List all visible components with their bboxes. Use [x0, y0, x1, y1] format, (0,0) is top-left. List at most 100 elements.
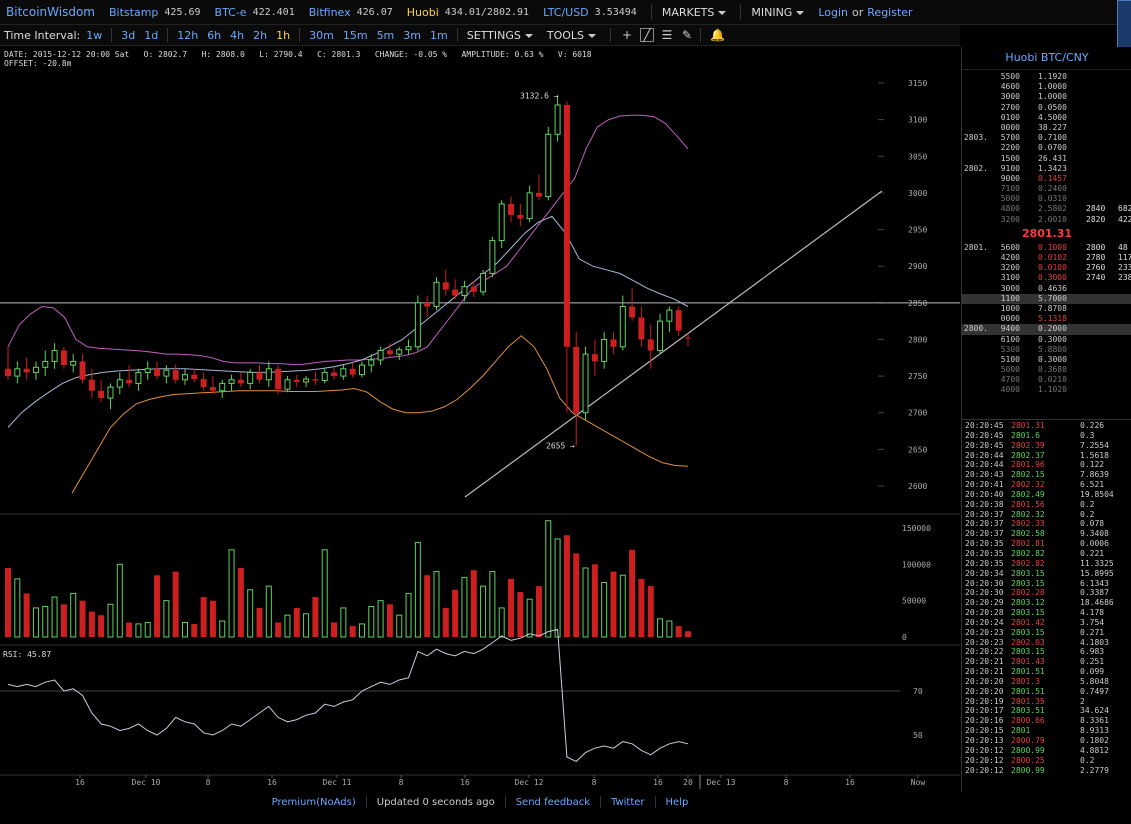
trade-price: 2801.35	[1011, 696, 1045, 706]
trade-amount: 15.8995	[1080, 568, 1114, 578]
volume-bar	[647, 586, 654, 637]
twitter-link[interactable]: Twitter	[611, 796, 645, 808]
volume-bar	[498, 607, 505, 638]
settings-menu[interactable]: SETTINGS	[467, 29, 533, 42]
trade-price: 2800.79	[1011, 736, 1045, 745]
depth-volume: 2380	[1118, 273, 1131, 283]
volume-bar	[685, 631, 691, 637]
volume-bar	[396, 614, 403, 638]
price-tick-label: 2650	[908, 445, 927, 454]
trade-time: 20:20:13	[965, 736, 1004, 745]
x-tick-label: Dec 10	[132, 778, 161, 787]
markets-menu[interactable]: MARKETS	[662, 6, 727, 19]
ticker-bitfinex-name[interactable]: Bitfinex	[308, 5, 351, 19]
row-amount: 4.5000	[1038, 112, 1067, 122]
premium-link[interactable]: Premium(NoAds)	[271, 796, 356, 808]
x-tick-label: Now	[911, 778, 926, 787]
interval-3d[interactable]: 3d	[121, 28, 136, 42]
trade-row: 20:20:41 2802.32 6.521	[962, 480, 1131, 490]
volume-bar	[591, 564, 598, 637]
candle-body	[591, 354, 598, 362]
footer: Premium(NoAds) Updated 0 seconds ago Sen…	[0, 792, 960, 812]
feedback-link[interactable]: Send feedback	[515, 796, 591, 808]
interval-1m[interactable]: 1m	[430, 28, 448, 42]
price-chart[interactable]: 3150310030503000295029002850280027502700…	[0, 47, 960, 792]
login-link[interactable]: Login	[818, 5, 849, 19]
ticker-btce-name[interactable]: BTC-e	[214, 5, 247, 19]
volume-bar	[480, 585, 487, 638]
draw-line-icon[interactable]: ╱	[640, 28, 655, 42]
trade-time: 20:20:37	[965, 529, 1004, 539]
divider	[610, 28, 612, 42]
orderbook-row: 3100 0.3000 2740 2380	[962, 273, 1131, 283]
volume-bar	[256, 607, 263, 637]
side-ad-badge[interactable]	[1117, 0, 1131, 49]
interval-30m[interactable]: 30m	[309, 28, 334, 42]
orderbook-panel: Huobi BTC/CNY 5500 1.1920 4600 1.0000 3000 1.…	[961, 47, 1131, 792]
interval-12h[interactable]: 12h	[177, 28, 199, 42]
horizontal-lines-icon[interactable]: ☰	[661, 28, 673, 42]
crosshair-icon[interactable]: +	[622, 28, 633, 42]
row-amount: 1.1020	[1038, 385, 1067, 395]
volume-bar	[489, 571, 496, 638]
interval-3m[interactable]: 3m	[403, 28, 421, 42]
price-tick-label: 2800	[908, 335, 927, 344]
candle-body	[209, 387, 216, 391]
trade-amount: 6.983	[1080, 647, 1105, 657]
candle-body	[228, 379, 235, 384]
interval-1w[interactable]: 1w	[86, 28, 103, 42]
orderbook-row: 4600 1.0000	[962, 82, 1131, 92]
trade-amount: 0.099	[1080, 667, 1105, 677]
candle-body	[14, 368, 21, 377]
volume-bar	[675, 626, 682, 637]
orderbook-row: 2801. 5600 0.1000 2800 48	[962, 243, 1131, 253]
volume-bar	[51, 596, 58, 638]
row-price: 5700	[1000, 133, 1020, 143]
interval-2h[interactable]: 2h	[253, 28, 268, 42]
trade-row: 20:20:12 2800.25 0.2	[962, 756, 1131, 766]
trade-row: 20:20:22 2803.15 6.983	[962, 647, 1131, 657]
interval-4h[interactable]: 4h	[230, 28, 245, 42]
row-amount: 7.8708	[1038, 303, 1067, 313]
candle-body	[293, 379, 300, 382]
site-logo[interactable]: BitcoinWisdom	[6, 5, 95, 19]
row-price: 5100	[1000, 354, 1020, 364]
row-amount: 0.2400	[1038, 184, 1067, 194]
register-link[interactable]: Register	[867, 5, 913, 19]
trade-amount: 0.271	[1080, 627, 1105, 637]
candle-body	[70, 360, 77, 366]
trade-row: 20:20:35 2802.82 11.3325	[962, 559, 1131, 569]
candle-body	[508, 203, 515, 215]
lower-bollinger-band	[71, 335, 689, 494]
candle-body	[424, 302, 431, 307]
orderbook-row: 5300 5.8800	[962, 345, 1131, 355]
trade-time: 20:20:21	[965, 667, 1004, 677]
volume-bar	[5, 567, 11, 637]
volume-tick-label: 0	[902, 633, 907, 642]
trade-amount: 0.122	[1080, 460, 1105, 470]
row-price: 5300	[1000, 344, 1020, 354]
interval-1d[interactable]: 1d	[144, 28, 159, 42]
trade-row: 20:20:45 2802.39 7.2554	[962, 441, 1131, 451]
orderbook-title[interactable]: Huobi BTC/CNY	[962, 47, 1131, 70]
interval-5m[interactable]: 5m	[376, 28, 395, 42]
divider	[299, 28, 301, 42]
candle-body	[154, 368, 161, 377]
trade-amount: 0.251	[1080, 657, 1105, 667]
mining-menu[interactable]: MINING	[751, 6, 805, 19]
depth-price: 2780	[1086, 253, 1106, 262]
ticker-ltcusd-name[interactable]: LTC/USD	[543, 5, 589, 19]
candle-body	[312, 379, 319, 381]
ticker-huobi-name[interactable]: Huobi	[406, 5, 439, 19]
tools-menu[interactable]: TOOLS	[547, 29, 597, 42]
depth-price: 2820	[1086, 214, 1106, 224]
x-tick-label: 16	[653, 778, 663, 787]
bell-icon[interactable]: 🔔	[710, 28, 725, 42]
orderbook-row: 9000 0.1457	[962, 174, 1131, 184]
ticker-bitstamp-name[interactable]: Bitstamp	[109, 5, 159, 19]
pen-icon[interactable]: ✎	[682, 28, 693, 42]
interval-1h[interactable]: 1h	[276, 28, 291, 42]
help-link[interactable]: Help	[665, 796, 689, 808]
interval-15m[interactable]: 15m	[342, 28, 368, 42]
interval-6h[interactable]: 6h	[207, 28, 222, 42]
